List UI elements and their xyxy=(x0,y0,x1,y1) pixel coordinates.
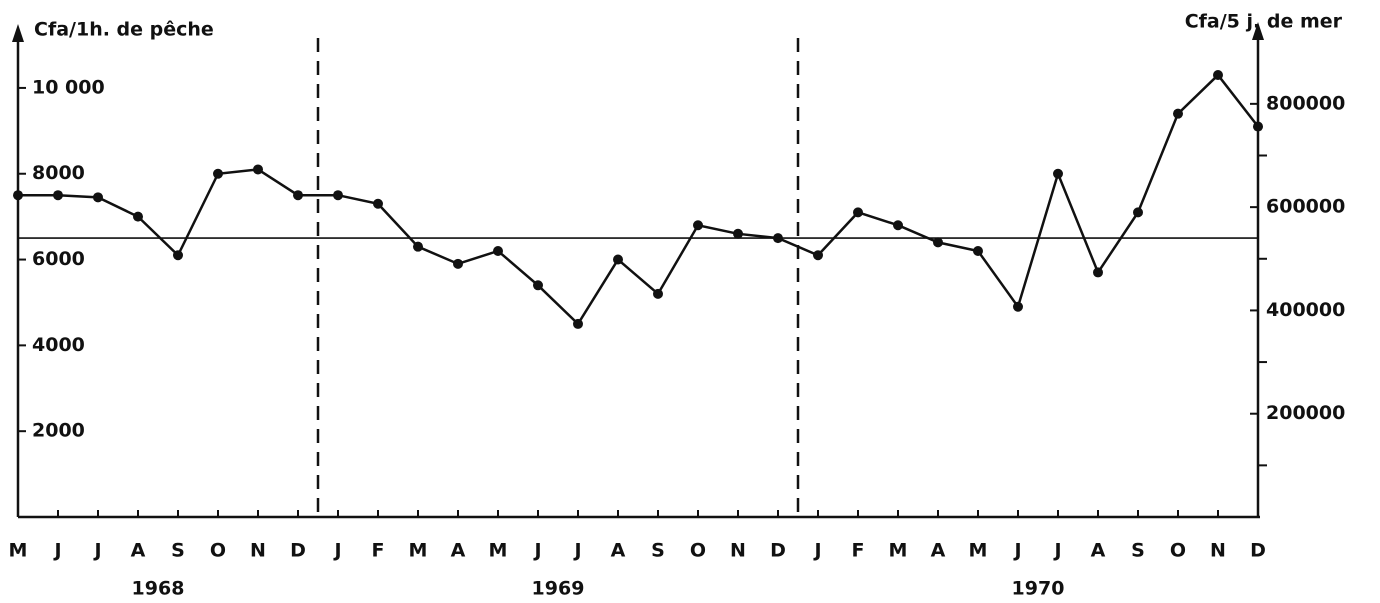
y2-tick-label: 400000 xyxy=(1266,299,1345,321)
data-point xyxy=(973,245,983,256)
data-point xyxy=(1093,267,1103,278)
x-tick-label: M xyxy=(489,540,508,562)
x-tick-label: O xyxy=(690,540,706,562)
data-point xyxy=(93,192,103,203)
data-point xyxy=(1133,207,1143,218)
x-tick-label: A xyxy=(451,540,466,562)
data-point xyxy=(53,190,63,201)
data-point xyxy=(1173,108,1183,119)
data-point xyxy=(1013,301,1023,312)
x-tick-label: J xyxy=(1052,540,1061,562)
x-tick-label: M xyxy=(889,540,908,562)
x-tick-label: O xyxy=(1170,540,1186,562)
x-tick-label: F xyxy=(852,540,865,562)
x-tick-label: J xyxy=(532,540,541,562)
x-tick-label: D xyxy=(770,540,786,562)
y-tick-label: 2000 xyxy=(32,420,85,442)
x-tick-label: J xyxy=(1012,540,1021,562)
y-tick-label: 8000 xyxy=(32,162,85,184)
data-point xyxy=(453,258,463,269)
year-label: 1969 xyxy=(532,578,585,600)
data-point xyxy=(133,211,143,222)
data-point xyxy=(933,237,943,248)
y-axis-arrow xyxy=(12,24,24,42)
x-tick-label: J xyxy=(812,540,821,562)
x-tick-label: A xyxy=(1091,540,1106,562)
x-tick-label: S xyxy=(171,540,185,562)
data-point xyxy=(293,190,303,201)
data-point xyxy=(1253,121,1263,132)
y2-tick-label: 600000 xyxy=(1266,196,1345,218)
data-point xyxy=(493,245,503,256)
data-point xyxy=(693,220,703,231)
x-tick-label: M xyxy=(9,540,28,562)
y2-tick-label: 200000 xyxy=(1266,402,1345,424)
x-tick-label: J xyxy=(572,540,581,562)
data-point xyxy=(373,198,383,209)
x-tick-label: N xyxy=(250,540,266,562)
y2-axis-label: Cfa/5 j. de mer xyxy=(1185,11,1343,33)
x-tick-label: M xyxy=(969,540,988,562)
x-tick-label: M xyxy=(409,540,428,562)
data-point xyxy=(253,164,263,175)
x-tick-label: O xyxy=(210,540,226,562)
x-tick-label: A xyxy=(611,540,626,562)
year-label: 1968 xyxy=(132,578,185,600)
x-tick-label: J xyxy=(332,540,341,562)
data-point xyxy=(413,241,423,252)
data-point xyxy=(653,288,663,299)
data-point xyxy=(733,228,743,239)
x-tick-label: A xyxy=(931,540,946,562)
data-point xyxy=(613,254,623,265)
data-point xyxy=(853,207,863,218)
x-tick-label: N xyxy=(1210,540,1226,562)
y-tick-label: 4000 xyxy=(32,334,85,356)
data-point xyxy=(1213,70,1223,81)
y-axis-label: Cfa/1h. de pêche xyxy=(34,19,214,41)
x-tick-label: A xyxy=(131,540,146,562)
x-tick-label: D xyxy=(1250,540,1266,562)
year-label: 1970 xyxy=(1012,578,1065,600)
y-tick-label: 10 000 xyxy=(32,76,105,98)
data-point xyxy=(773,233,783,244)
x-tick-label: S xyxy=(1131,540,1145,562)
data-point xyxy=(813,250,823,261)
x-tick-label: F xyxy=(372,540,385,562)
y2-axis-arrow xyxy=(1252,22,1264,40)
data-point xyxy=(573,318,583,329)
x-tick-label: S xyxy=(651,540,665,562)
data-point xyxy=(173,250,183,261)
data-point xyxy=(1053,168,1063,179)
data-point xyxy=(13,190,23,201)
x-tick-label: N xyxy=(730,540,746,562)
y-tick-label: 6000 xyxy=(32,248,85,270)
x-tick-label: J xyxy=(52,540,61,562)
x-tick-label: D xyxy=(290,540,306,562)
data-line xyxy=(18,73,1259,326)
data-point xyxy=(533,280,543,291)
data-point xyxy=(893,220,903,231)
data-point xyxy=(333,190,343,201)
data-point xyxy=(213,168,223,179)
y2-tick-label: 800000 xyxy=(1266,92,1345,114)
x-tick-label: J xyxy=(92,540,101,562)
